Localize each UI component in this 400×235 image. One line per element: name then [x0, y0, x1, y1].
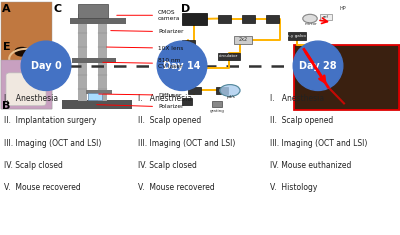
FancyBboxPatch shape [62, 100, 132, 109]
Text: B: B [2, 101, 10, 111]
Text: C: C [54, 4, 62, 14]
FancyBboxPatch shape [182, 54, 195, 61]
FancyBboxPatch shape [242, 15, 255, 23]
Text: I.   Anesthesia: I. Anesthesia [138, 94, 192, 103]
Text: E: E [3, 42, 11, 52]
Text: Day 14: Day 14 [163, 61, 201, 71]
Text: V.  Histology: V. Histology [270, 183, 317, 192]
Text: A: A [2, 4, 10, 14]
Text: II.  Scalp opened: II. Scalp opened [270, 116, 333, 125]
Text: I.   Anesthesia: I. Anesthesia [270, 94, 324, 103]
Text: IV. Scalp closed: IV. Scalp closed [138, 161, 197, 170]
FancyBboxPatch shape [320, 14, 332, 20]
Ellipse shape [293, 41, 343, 90]
Text: I.   Anesthesia: I. Anesthesia [4, 94, 58, 103]
Ellipse shape [21, 41, 71, 90]
FancyBboxPatch shape [294, 45, 399, 109]
FancyBboxPatch shape [218, 15, 231, 23]
Text: x-y galvo: x-y galvo [287, 34, 306, 38]
FancyBboxPatch shape [70, 18, 126, 24]
Text: Day 0: Day 0 [31, 61, 61, 71]
FancyBboxPatch shape [72, 58, 116, 63]
Text: IV. Mouse euthanized: IV. Mouse euthanized [270, 161, 351, 170]
FancyBboxPatch shape [216, 87, 228, 94]
FancyBboxPatch shape [78, 4, 108, 18]
FancyBboxPatch shape [234, 36, 252, 44]
FancyBboxPatch shape [88, 93, 102, 100]
FancyBboxPatch shape [182, 13, 207, 25]
Text: ref: ref [322, 15, 328, 19]
FancyBboxPatch shape [182, 40, 195, 47]
Circle shape [303, 14, 317, 23]
Circle shape [220, 85, 240, 96]
Text: Day 28: Day 28 [299, 61, 337, 71]
Text: circulator: circulator [219, 54, 238, 59]
Circle shape [15, 47, 29, 56]
FancyBboxPatch shape [295, 46, 398, 109]
FancyBboxPatch shape [266, 15, 279, 23]
FancyBboxPatch shape [86, 90, 112, 94]
FancyBboxPatch shape [182, 68, 195, 75]
Text: Polarizer: Polarizer [111, 29, 184, 34]
Text: 810 nm
CV laser: 810 nm CV laser [103, 58, 182, 69]
Text: CMOS
camera: CMOS camera [117, 10, 180, 21]
FancyBboxPatch shape [182, 98, 192, 105]
Text: Polarizer: Polarizer [97, 104, 184, 110]
Text: mirror: mirror [305, 22, 318, 26]
FancyBboxPatch shape [6, 73, 46, 106]
Text: D: D [181, 4, 190, 14]
Text: III. Imaging (OCT and LSI): III. Imaging (OCT and LSI) [4, 139, 101, 148]
FancyBboxPatch shape [212, 101, 222, 107]
FancyBboxPatch shape [78, 14, 87, 101]
Text: IV. Scalp closed: IV. Scalp closed [4, 161, 63, 170]
Text: II.  Scalp opened: II. Scalp opened [138, 116, 201, 125]
Text: 10X lens: 10X lens [107, 46, 183, 51]
FancyBboxPatch shape [1, 60, 52, 109]
FancyBboxPatch shape [188, 87, 201, 94]
Text: II.  Implantation surgery: II. Implantation surgery [4, 116, 96, 125]
Ellipse shape [157, 41, 207, 90]
Text: Diffuser: Diffuser [99, 93, 181, 98]
Text: V.  Mouse recovered: V. Mouse recovered [4, 183, 81, 192]
Text: III. Imaging (OCT and LSI): III. Imaging (OCT and LSI) [138, 139, 235, 148]
Text: pd/s: pd/s [227, 95, 236, 99]
FancyBboxPatch shape [98, 14, 107, 101]
FancyBboxPatch shape [288, 32, 306, 40]
Circle shape [29, 63, 39, 69]
Text: HP: HP [340, 6, 346, 12]
Text: III. Imaging (OCT and LSI): III. Imaging (OCT and LSI) [270, 139, 367, 148]
FancyBboxPatch shape [218, 53, 240, 60]
Text: 2x2: 2x2 [239, 37, 248, 42]
Text: grating: grating [209, 109, 224, 113]
FancyBboxPatch shape [1, 2, 52, 109]
Text: V.  Mouse recovered: V. Mouse recovered [138, 183, 215, 192]
